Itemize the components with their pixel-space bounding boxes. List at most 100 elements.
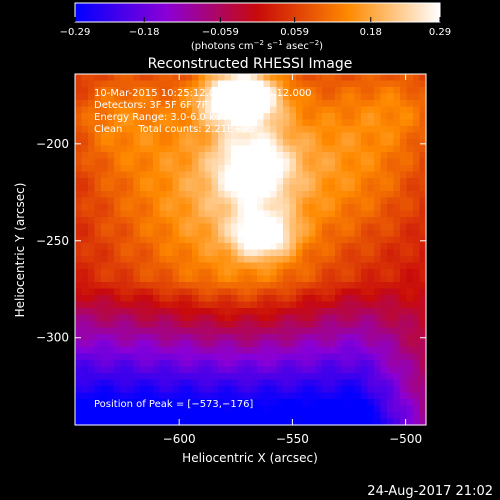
heatmap-cell xyxy=(315,353,323,361)
heatmap-cell xyxy=(224,236,232,244)
heatmap-cell xyxy=(361,412,369,420)
heatmap-cell xyxy=(237,106,245,114)
heatmap-cell xyxy=(172,223,180,231)
heatmap-cell xyxy=(107,301,115,309)
heatmap-cell xyxy=(302,204,310,212)
heatmap-cell xyxy=(107,217,115,225)
heatmap-cell xyxy=(413,288,421,296)
heatmap-cell xyxy=(263,412,271,420)
heatmap-cell xyxy=(159,314,167,322)
heatmap-cell xyxy=(270,139,278,147)
heatmap-cell xyxy=(192,405,200,413)
heatmap-cell xyxy=(185,184,193,192)
heatmap-cell xyxy=(166,158,174,166)
heatmap-cell xyxy=(179,210,187,218)
heatmap-cell xyxy=(159,210,167,218)
heatmap-cell xyxy=(198,301,206,309)
heatmap-cell xyxy=(192,262,200,270)
heatmap-cell xyxy=(276,132,284,140)
heatmap-cell xyxy=(101,126,109,134)
heatmap-cell xyxy=(257,126,265,134)
heatmap-cell xyxy=(309,87,317,95)
heatmap-cell xyxy=(387,132,395,140)
heatmap-cell xyxy=(341,418,349,426)
heatmap-cell xyxy=(354,314,362,322)
heatmap-cell xyxy=(309,334,317,342)
heatmap-cell xyxy=(231,80,239,88)
heatmap-cell xyxy=(276,288,284,296)
heatmap-cell xyxy=(211,269,219,277)
heatmap-cell xyxy=(250,100,258,108)
heatmap-cell xyxy=(192,93,200,101)
heatmap-cell xyxy=(192,288,200,296)
heatmap-cell xyxy=(88,100,96,108)
heatmap-cell xyxy=(231,308,239,316)
heatmap-cell xyxy=(231,353,239,361)
heatmap-cell xyxy=(107,262,115,270)
heatmap-cell xyxy=(276,230,284,238)
heatmap-cell xyxy=(322,392,330,400)
heatmap-cell xyxy=(413,152,421,160)
heatmap-cell xyxy=(101,139,109,147)
heatmap-cell xyxy=(302,282,310,290)
heatmap-cell xyxy=(328,106,336,114)
heatmap-cell xyxy=(179,184,187,192)
heatmap-cell xyxy=(172,392,180,400)
heatmap-cell xyxy=(127,353,135,361)
heatmap-cell xyxy=(400,399,408,407)
heatmap-cell xyxy=(114,87,122,95)
heatmap-cell xyxy=(237,74,245,82)
heatmap-cell xyxy=(120,301,128,309)
heatmap-cell xyxy=(354,80,362,88)
heatmap-cell xyxy=(146,236,154,244)
heatmap-cell xyxy=(328,158,336,166)
heatmap-cell xyxy=(354,262,362,270)
heatmap-cell xyxy=(140,204,148,212)
heatmap-cell xyxy=(231,217,239,225)
heatmap-cell xyxy=(315,184,323,192)
heatmap-cell xyxy=(244,74,252,82)
heatmap-cell xyxy=(374,230,382,238)
heatmap-cell xyxy=(289,256,297,264)
heatmap-cell xyxy=(257,139,265,147)
heatmap-cell xyxy=(166,113,174,121)
heatmap-cell xyxy=(133,327,141,335)
heatmap-cell xyxy=(185,106,193,114)
heatmap-cell xyxy=(88,379,96,387)
heatmap-cell xyxy=(380,165,388,173)
heatmap-cell xyxy=(81,301,89,309)
heatmap-cell xyxy=(322,74,330,82)
heatmap-cell xyxy=(393,243,401,251)
heatmap-cell xyxy=(107,340,115,348)
heatmap-cell xyxy=(367,353,375,361)
heatmap-cell xyxy=(120,288,128,296)
heatmap-cell xyxy=(218,347,226,355)
heatmap-cell xyxy=(283,321,291,329)
heatmap-cell xyxy=(296,262,304,270)
heatmap-cell xyxy=(387,223,395,231)
heatmap-cell xyxy=(315,119,323,127)
heatmap-cell xyxy=(237,171,245,179)
heatmap-cell xyxy=(172,100,180,108)
heatmap-cell xyxy=(374,184,382,192)
heatmap-cell xyxy=(218,262,226,270)
heatmap-cell xyxy=(114,106,122,114)
heatmap-cell xyxy=(406,360,414,368)
heatmap-cell xyxy=(341,366,349,374)
heatmap-cell xyxy=(211,321,219,329)
heatmap-cell xyxy=(153,87,161,95)
heatmap-cell xyxy=(276,126,284,134)
heatmap-cell xyxy=(198,392,206,400)
heatmap-cell xyxy=(120,132,128,140)
heatmap-cell xyxy=(198,412,206,420)
heatmap-cell xyxy=(101,119,109,127)
heatmap-cell xyxy=(94,106,102,114)
heatmap-cell xyxy=(101,74,109,82)
heatmap-cell xyxy=(146,106,154,114)
heatmap-cell xyxy=(179,74,187,82)
heatmap-cell xyxy=(146,399,154,407)
heatmap-cell xyxy=(192,340,200,348)
heatmap-cell xyxy=(328,412,336,420)
heatmap-cell xyxy=(107,249,115,257)
heatmap-cell xyxy=(322,236,330,244)
